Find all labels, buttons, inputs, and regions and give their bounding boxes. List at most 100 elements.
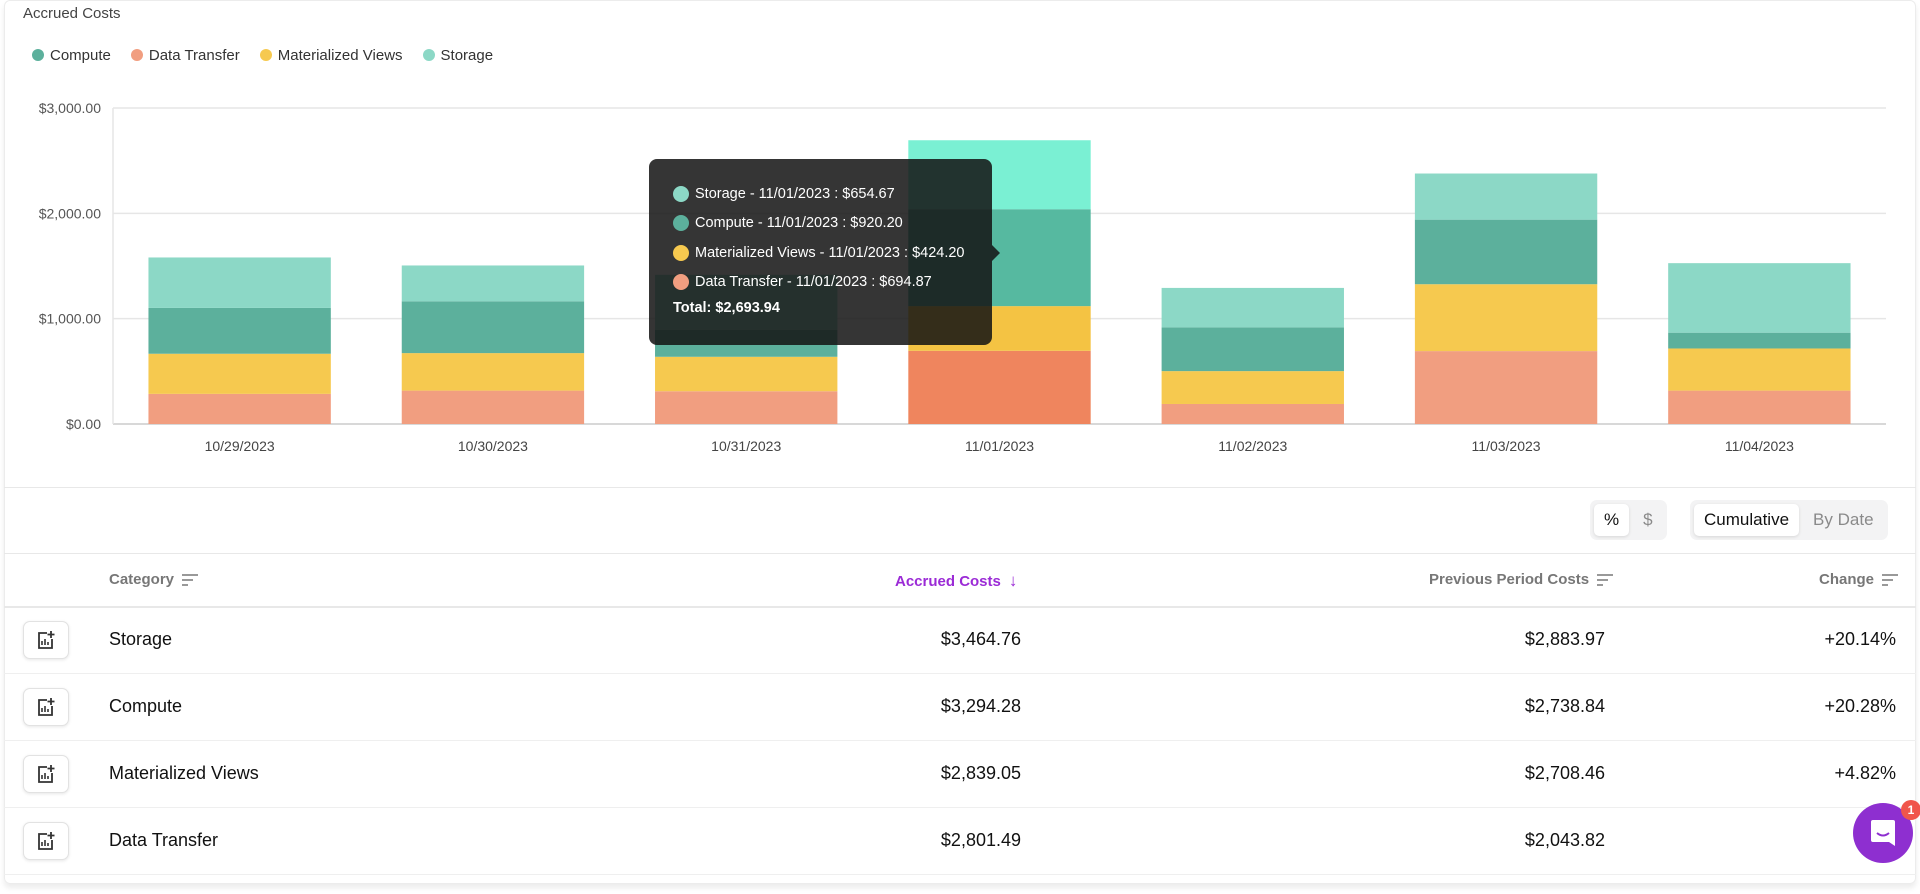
legend-label: Compute <box>50 47 111 64</box>
chart-plus-icon <box>38 832 55 850</box>
bar-segment-storage <box>1161 287 1344 328</box>
dot-icon <box>673 244 689 261</box>
bar-segment-compute <box>1668 332 1851 349</box>
tooltip-text: Compute - 11/01/2023 : $920.20 <box>695 215 903 232</box>
bar-segment-materialized-views <box>1161 371 1344 404</box>
category-cell: Data Transfer <box>109 830 219 850</box>
change-cell: +20.14% <box>1824 629 1896 649</box>
add-chart-button[interactable] <box>23 755 69 793</box>
chart-tooltip: Storage - 11/01/2023 : $654.67 Compute -… <box>649 159 1000 345</box>
x-tick-label: 10/31/2023 <box>711 438 781 454</box>
header-change[interactable]: Change <box>1819 571 1899 588</box>
add-chart-button[interactable] <box>23 822 69 860</box>
bar-segment-storage <box>1668 263 1851 333</box>
percent-toggle[interactable]: % <box>1594 504 1630 536</box>
chart-legend: Compute Data Transfer Materialized Views… <box>32 47 493 64</box>
sort-icon <box>182 573 199 586</box>
mode-toggle: Cumulative By Date <box>1690 500 1888 540</box>
change-cell: +20.28% <box>1824 696 1896 716</box>
header-label: Change <box>1819 571 1875 588</box>
accrued-cost-cell: $2,839.05 <box>940 763 1021 783</box>
legend-dot-icon <box>130 49 143 61</box>
legend-label: Materialized Views <box>277 47 403 64</box>
accrued-cost-cell: $3,294.28 <box>940 696 1021 716</box>
tooltip-line-data-transfer: Data Transfer - 11/01/2023 : $694.87 <box>673 268 968 298</box>
chart-plus-icon <box>38 765 55 783</box>
tooltip-text: Materialized Views - 11/01/2023 : $424.2… <box>695 244 965 261</box>
table-row: Materialized Views $2,839.05 $2,708.46 +… <box>4 741 1916 808</box>
bar-segment-storage <box>401 265 585 302</box>
bar-segment-data-transfer <box>1414 351 1598 424</box>
legend-item-compute[interactable]: Compute <box>32 47 111 64</box>
y-tick-label: $3,000.00 <box>39 100 101 116</box>
chart-plus-icon <box>38 631 55 649</box>
by-date-toggle[interactable]: By Date <box>1813 510 1874 529</box>
dot-icon <box>673 274 689 291</box>
table-row: Storage $3,464.76 $2,883.97 +20.14% <box>4 607 1916 674</box>
divider <box>4 606 1916 608</box>
tooltip-text: Storage - 11/01/2023 : $654.67 <box>695 185 895 202</box>
bar-segment-compute <box>1161 327 1344 372</box>
unit-toggle: % $ <box>1590 500 1667 540</box>
chat-icon <box>1871 820 1895 846</box>
previous-cost-cell: $2,708.46 <box>1524 763 1605 783</box>
chart-title: Accrued Costs <box>23 5 121 22</box>
legend-dot-icon <box>422 49 435 61</box>
arrow-down-icon: ↓ <box>1008 571 1018 590</box>
divider <box>4 553 1916 554</box>
header-previous-period-costs[interactable]: Previous Period Costs <box>1429 571 1614 588</box>
y-tick-label: $2,000.00 <box>39 205 101 221</box>
chat-launcher-button[interactable] <box>1853 803 1913 863</box>
y-tick-label: $1,000.00 <box>39 311 101 327</box>
sort-icon <box>1597 573 1614 586</box>
legend-dot-icon <box>259 49 272 61</box>
bar-segment-data-transfer <box>148 393 331 424</box>
previous-cost-cell: $2,043.82 <box>1524 830 1605 850</box>
y-tick-label: $0.00 <box>66 416 101 432</box>
x-tick-label: 10/30/2023 <box>458 438 528 454</box>
add-chart-button[interactable] <box>23 621 69 659</box>
chart-plus-icon <box>38 698 55 716</box>
header-accrued-costs[interactable]: Accrued Costs ↓ <box>895 571 1017 591</box>
bar-segment-storage <box>148 257 331 308</box>
bar-segment-data-transfer <box>655 391 838 424</box>
dollar-toggle[interactable]: $ <box>1643 510 1653 529</box>
x-tick-label: 10/29/2023 <box>205 438 275 454</box>
sort-icon <box>1882 573 1899 586</box>
category-cell: Compute <box>109 696 183 716</box>
x-tick-label: 11/03/2023 <box>1472 438 1541 454</box>
bar-segment-compute <box>1414 219 1598 285</box>
tooltip-line-compute: Compute - 11/01/2023 : $920.20 <box>673 209 968 239</box>
add-chart-button[interactable] <box>23 688 69 726</box>
bar-segment-data-transfer <box>401 390 585 424</box>
dot-icon <box>673 185 689 202</box>
legend-item-data-transfer[interactable]: Data Transfer <box>130 47 240 64</box>
table-row: Compute $3,294.28 $2,738.84 +20.28% <box>4 674 1916 741</box>
category-cell: Storage <box>109 629 173 649</box>
header-label: Category <box>109 571 175 588</box>
header-label: Previous Period Costs <box>1429 571 1590 588</box>
dot-icon <box>673 215 689 232</box>
cumulative-toggle[interactable]: Cumulative <box>1694 504 1800 536</box>
divider <box>4 487 1916 488</box>
bar-segment-materialized-views <box>148 353 331 394</box>
previous-cost-cell: $2,883.97 <box>1524 629 1605 649</box>
bar-segment-compute <box>148 307 331 354</box>
accrued-cost-cell: $2,801.49 <box>940 830 1021 850</box>
accrued-costs-card <box>4 0 1916 884</box>
bar-segment-materialized-views <box>1668 348 1851 391</box>
tooltip-line-materialized-views: Materialized Views - 11/01/2023 : $424.2… <box>673 238 968 268</box>
x-tick-label: 11/02/2023 <box>1218 438 1287 454</box>
change-cell: +4.82% <box>1834 763 1896 783</box>
legend-item-materialized-views[interactable]: Materialized Views <box>259 47 403 64</box>
table-row: Data Transfer $2,801.49 $2,043.82 +37 <box>4 808 1916 875</box>
legend-item-storage[interactable]: Storage <box>422 47 493 64</box>
bar-segment-materialized-views <box>1414 284 1598 352</box>
bar-segment-data-transfer <box>908 350 1091 424</box>
previous-cost-cell: $2,738.84 <box>1524 696 1605 716</box>
bar-segment-materialized-views <box>655 356 838 392</box>
x-tick-label: 11/04/2023 <box>1725 438 1794 454</box>
legend-dot-icon <box>32 49 44 61</box>
bar-segment-compute <box>401 301 585 354</box>
header-category[interactable]: Category <box>109 571 199 588</box>
